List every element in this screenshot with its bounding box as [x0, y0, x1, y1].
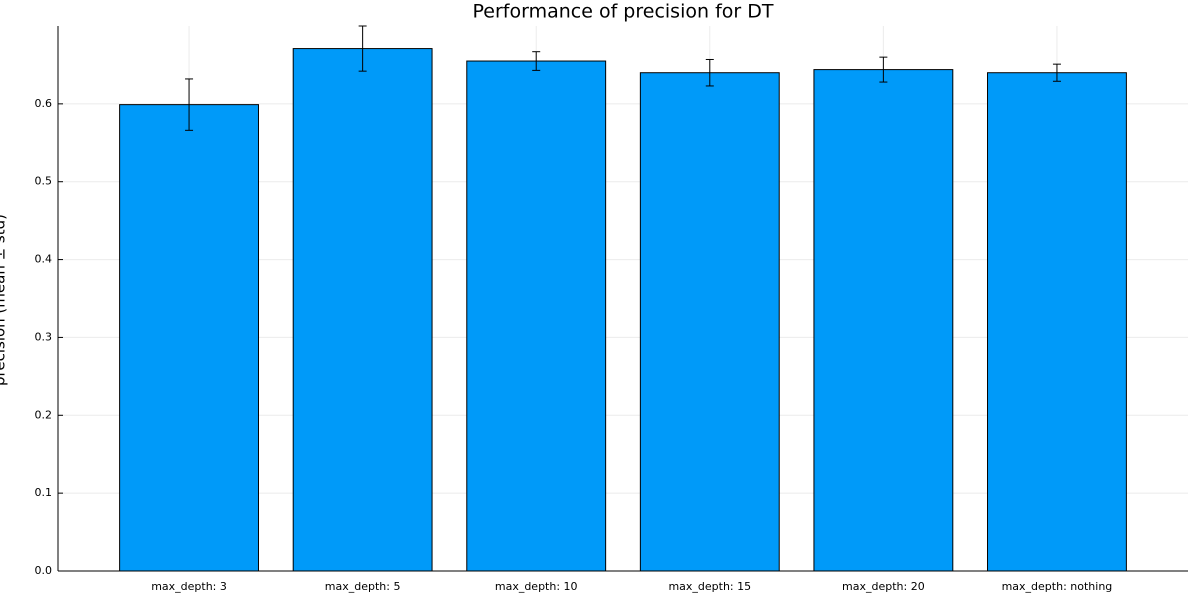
x-tick-label: max_depth: 5: [325, 580, 401, 593]
x-tick-label: max_depth: 3: [151, 580, 227, 593]
bar: [987, 72, 1127, 572]
x-tick-label: max_depth: 10: [495, 580, 578, 593]
y-tick-label: 0.2: [35, 408, 53, 421]
y-tick-label: 0.0: [35, 564, 53, 577]
y-tick-label: 0.4: [35, 253, 53, 266]
y-axis-label: precision (mean ± std): [0, 214, 9, 386]
y-tick-label: 0.5: [35, 175, 53, 188]
bar: [119, 104, 259, 572]
bar: [639, 72, 780, 572]
y-tick-label: 0.3: [35, 330, 53, 343]
y-tick-label: 0.1: [35, 486, 53, 499]
bar: [813, 69, 954, 572]
bar: [292, 48, 433, 572]
bar: [466, 60, 607, 572]
x-tick-label: max_depth: nothing: [1002, 580, 1113, 593]
y-tick-label: 0.6: [35, 97, 53, 110]
x-tick-label: max_depth: 15: [668, 580, 751, 593]
chart-title: Performance of precision for DT: [473, 1, 774, 23]
x-tick-label: max_depth: 20: [842, 580, 925, 593]
